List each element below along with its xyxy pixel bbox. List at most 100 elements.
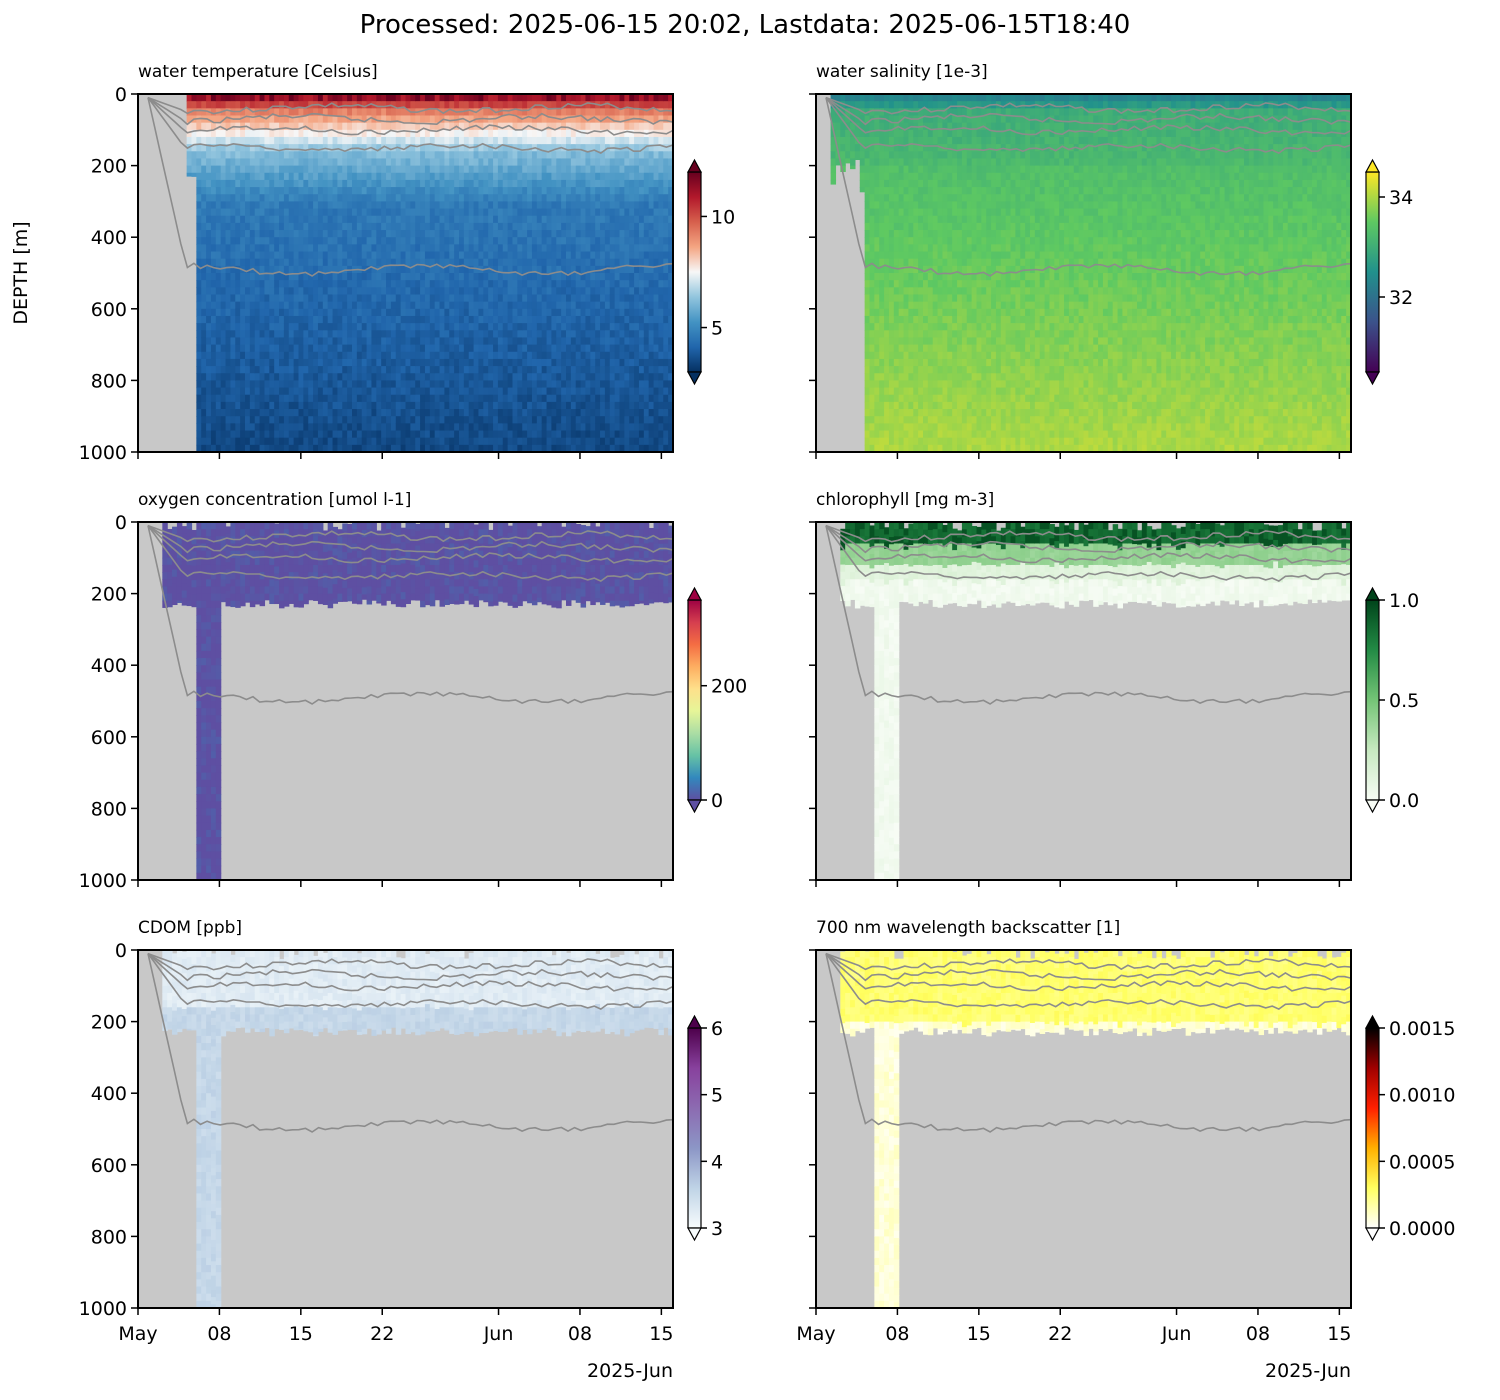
heatmap-cell: [381, 416, 387, 424]
heatmap-cell: [201, 366, 207, 374]
heatmap-cell: [264, 373, 270, 381]
heatmap-cell: [835, 158, 841, 166]
heatmap-cell: [356, 366, 363, 374]
heatmap-cell: [429, 373, 436, 381]
heatmap-cell: [522, 337, 528, 346]
heatmap-cell: [517, 416, 523, 424]
heatmap-cell: [512, 280, 518, 288]
heatmap-cell: [225, 208, 232, 217]
heatmap-cell: [196, 208, 202, 217]
heatmap-cell: [249, 401, 256, 410]
heatmap-cell: [658, 444, 664, 453]
heatmap-cell: [434, 444, 441, 453]
heatmap-cell: [220, 344, 227, 353]
heatmap-cell: [600, 401, 606, 410]
heatmap-cell: [604, 323, 611, 331]
heatmap-cell: [580, 401, 587, 410]
heatmap-cell: [206, 387, 212, 396]
heatmap-cell: [648, 394, 655, 403]
heatmap-cell: [410, 122, 416, 131]
heatmap-cell: [386, 358, 392, 367]
heatmap-cell: [215, 437, 222, 446]
heatmap-cell: [580, 237, 587, 245]
heatmap-cell: [424, 401, 431, 410]
heatmap-cell: [459, 215, 465, 224]
heatmap-cell: [668, 237, 674, 245]
heatmap-cell: [638, 358, 645, 367]
heatmap-cell: [575, 337, 582, 346]
heatmap-cell: [245, 179, 251, 188]
heatmap-cell: [541, 129, 548, 138]
heatmap-cell: [274, 301, 280, 310]
heatmap-cell: [225, 430, 232, 439]
heatmap-cell: [308, 187, 314, 195]
heatmap-cell: [541, 301, 548, 310]
heatmap-cell: [317, 222, 324, 231]
heatmap-cell: [230, 423, 236, 432]
heatmap-cell: [386, 244, 392, 253]
heatmap-cell: [298, 437, 304, 446]
heatmap-cell: [454, 380, 460, 389]
heatmap-cell: [420, 373, 426, 381]
heatmap-cell: [322, 416, 329, 424]
heatmap-cell: [235, 358, 241, 367]
heatmap-cell: [556, 416, 562, 424]
heatmap-cell: [551, 115, 557, 124]
heatmap-cell: [308, 265, 314, 274]
heatmap-cell: [551, 230, 557, 238]
heatmap-cell: [298, 165, 304, 174]
heatmap-cell: [575, 144, 582, 152]
heatmap-cell: [459, 323, 465, 331]
heatmap-cell: [215, 323, 222, 331]
heatmap-cell: [298, 337, 304, 346]
heatmap-cell: [240, 373, 246, 381]
heatmap-cell: [835, 122, 841, 131]
heatmap-cell: [483, 136, 489, 145]
heatmap-cell: [634, 394, 640, 403]
heatmap-cell: [502, 401, 509, 410]
heatmap-cell: [488, 165, 494, 174]
heatmap-cell: [220, 287, 227, 296]
heatmap-cell: [366, 265, 373, 274]
heatmap-cell: [298, 294, 304, 303]
heatmap-cell: [634, 358, 640, 367]
heatmap-cell: [648, 301, 655, 310]
heatmap-cell: [454, 294, 460, 303]
heatmap-cell: [444, 165, 450, 174]
heatmap-cell: [643, 108, 650, 117]
heatmap-cell: [371, 294, 377, 303]
heatmap-cell: [658, 280, 664, 288]
heatmap-cell: [614, 172, 621, 181]
heatmap-cell: [468, 437, 475, 446]
heatmap-cell: [381, 230, 387, 238]
heatmap-cell: [356, 194, 363, 202]
heatmap-cell: [424, 273, 431, 281]
heatmap-cell: [454, 144, 460, 152]
heatmap-cell: [405, 323, 411, 331]
heatmap-cell: [517, 194, 523, 202]
heatmap-cell: [342, 158, 348, 167]
heatmap-cell: [381, 94, 387, 102]
heatmap-cell: [381, 366, 387, 374]
heatmap-cell: [570, 265, 577, 274]
heatmap-cell: [629, 287, 635, 296]
heatmap-cell: [215, 409, 222, 417]
heatmap-cell: [541, 380, 548, 389]
heatmap-cell: [609, 187, 616, 195]
heatmap-cell: [415, 265, 421, 274]
heatmap-cell: [429, 172, 436, 181]
heatmap-cell: [648, 158, 655, 167]
heatmap-cell: [322, 409, 329, 417]
heatmap-cell: [225, 251, 232, 260]
heatmap-cell: [840, 122, 846, 131]
heatmap-cell: [493, 315, 499, 324]
heatmap-cell: [444, 222, 450, 231]
heatmap-cell: [570, 301, 577, 310]
heatmap-cell: [186, 144, 193, 152]
heatmap-cell: [546, 129, 553, 138]
heatmap-cell: [298, 416, 304, 424]
heatmap-cell: [215, 94, 222, 102]
heatmap-cell: [507, 301, 514, 310]
heatmap-cell: [517, 151, 523, 160]
heatmap-cell: [196, 129, 202, 138]
